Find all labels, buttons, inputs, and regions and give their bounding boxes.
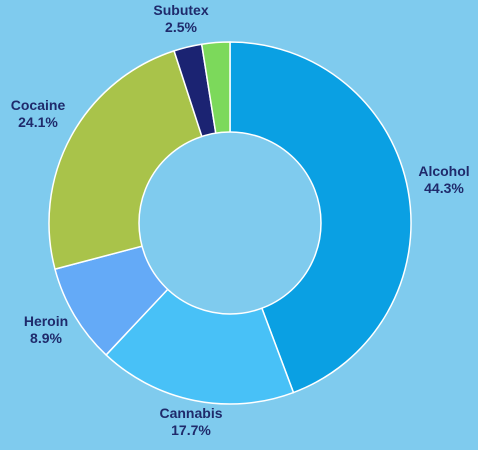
- donut-hole: [138, 131, 322, 315]
- label-heroin: Heroin 8.9%: [24, 313, 68, 346]
- label-heroin-name: Heroin: [24, 313, 68, 329]
- label-cocaine: Cocaine 24.1%: [11, 97, 66, 130]
- label-subutex-value: 2.5%: [165, 19, 197, 35]
- label-subutex: Subutex 2.5%: [153, 2, 208, 35]
- label-alcohol-value: 44.3%: [424, 180, 464, 196]
- label-cocaine-name: Cocaine: [11, 97, 66, 113]
- label-heroin-value: 8.9%: [30, 330, 62, 346]
- label-cannabis: Cannabis 17.7%: [159, 405, 222, 438]
- label-subutex-name: Subutex: [153, 2, 208, 18]
- label-alcohol: Alcohol 44.3%: [418, 163, 469, 196]
- label-cannabis-name: Cannabis: [159, 405, 222, 421]
- label-cannabis-value: 17.7%: [171, 422, 211, 438]
- chart-labels: Alcohol 44.3% Cannabis 17.7% Heroin 8.9% Cocai…: [11, 2, 470, 438]
- label-cocaine-value: 24.1%: [18, 114, 58, 130]
- label-alcohol-name: Alcohol: [418, 163, 469, 179]
